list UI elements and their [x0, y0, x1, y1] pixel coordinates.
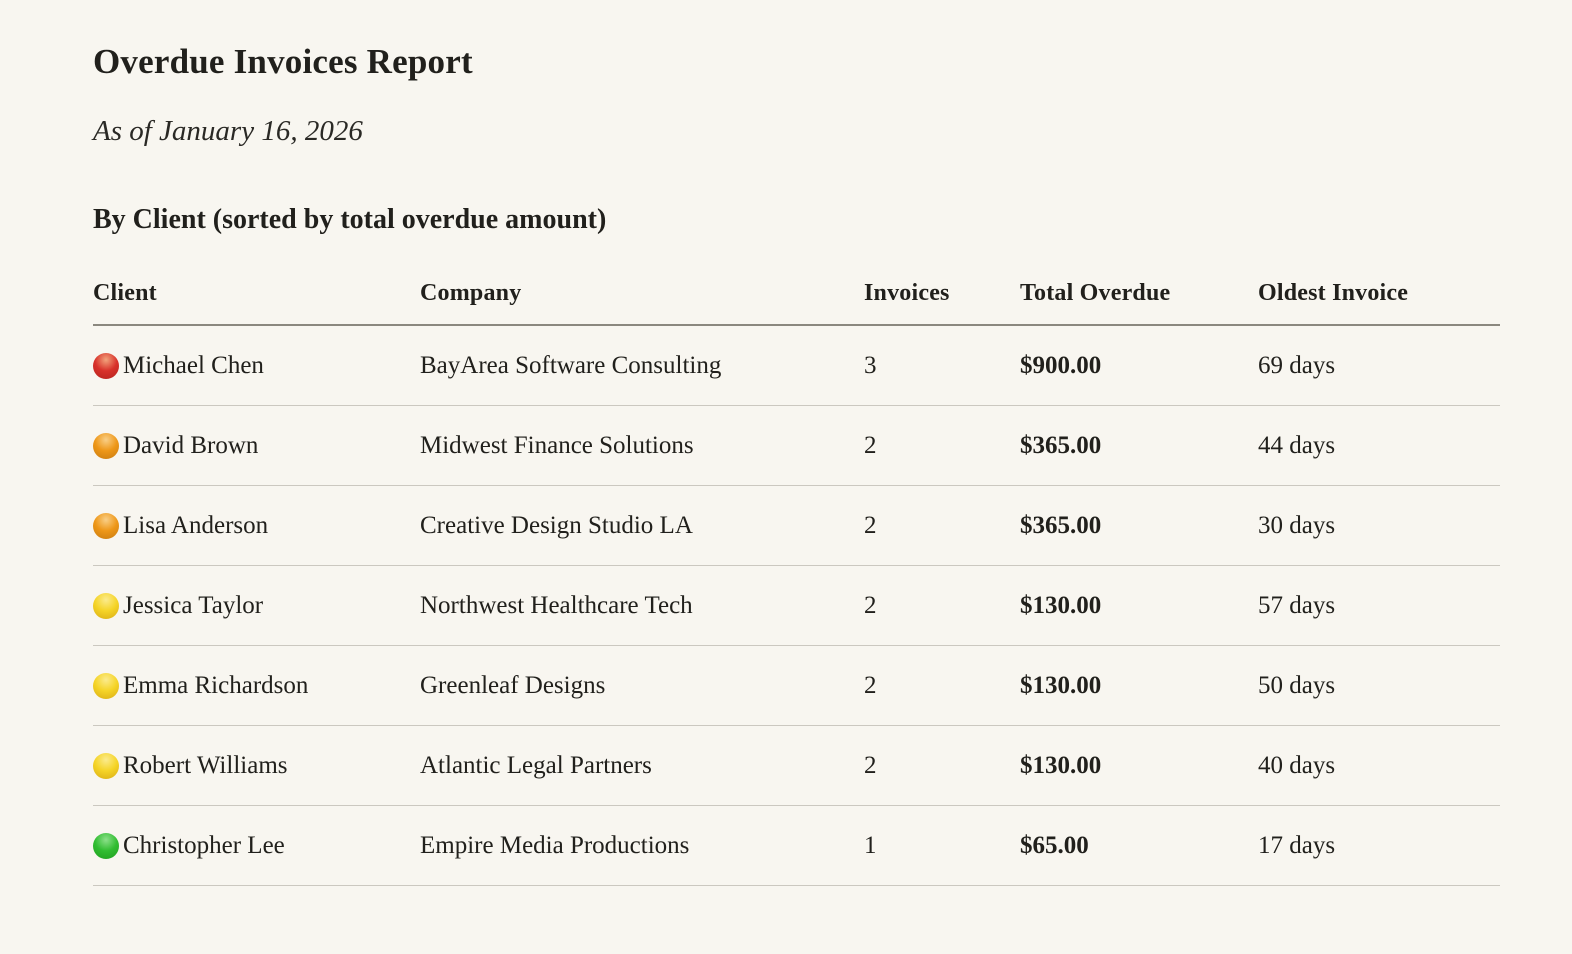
yellow-circle-icon: [93, 592, 119, 619]
total-overdue-amount: $65.00: [1020, 831, 1089, 859]
table-row: David Brown Midwest Finance Solutions 2 …: [93, 406, 1500, 486]
client-cell: David Brown: [93, 432, 420, 460]
company-name: Atlantic Legal Partners: [420, 751, 652, 779]
invoice-count: 2: [864, 751, 877, 779]
company-name: Empire Media Productions: [420, 831, 690, 859]
orange-circle-icon: [93, 432, 119, 459]
oldest-invoice-age: 17 days: [1258, 831, 1336, 859]
total-overdue-amount: $365.00: [1020, 431, 1102, 459]
table-row: Jessica Taylor Northwest Healthcare Tech…: [93, 566, 1500, 646]
client-name: Emma Richardson: [123, 671, 309, 699]
total-overdue-amount: $130.00: [1020, 671, 1102, 699]
invoice-count: 3: [864, 351, 877, 379]
client-cell: Jessica Taylor: [93, 592, 420, 620]
report-date: As of January 16, 2026: [93, 115, 363, 147]
table-row: Robert Williams Atlantic Legal Partners …: [93, 726, 1500, 806]
oldest-invoice-age: 69 days: [1258, 351, 1336, 379]
client-cell: Lisa Anderson: [93, 512, 420, 540]
overdue-clients-table: Client Company Invoices Total Overdue Ol…: [93, 280, 1500, 886]
client-cell: Emma Richardson: [93, 672, 420, 700]
total-overdue-amount: $365.00: [1020, 511, 1102, 539]
client-name: David Brown: [123, 431, 259, 459]
total-overdue-amount: $130.00: [1020, 591, 1102, 619]
green-circle-icon: [93, 832, 119, 859]
red-circle-icon: [93, 352, 119, 379]
client-name: Michael Chen: [123, 351, 264, 379]
report-page: Overdue Invoices Report As of January 16…: [93, 42, 1500, 886]
client-name: Jessica Taylor: [123, 591, 264, 619]
total-overdue-amount: $900.00: [1020, 351, 1102, 379]
table-body: Michael Chen BayArea Software Consulting…: [93, 326, 1500, 886]
invoice-count: 1: [864, 831, 877, 859]
yellow-circle-icon: [93, 752, 119, 779]
section-heading: By Client (sorted by total overdue amoun…: [93, 204, 607, 235]
column-header-total-overdue: Total Overdue: [1020, 280, 1171, 306]
invoice-count: 2: [864, 511, 877, 539]
client-cell: Christopher Lee: [93, 832, 420, 860]
oldest-invoice-age: 40 days: [1258, 751, 1336, 779]
table-row: Lisa Anderson Creative Design Studio LA …: [93, 486, 1500, 566]
oldest-invoice-age: 30 days: [1258, 511, 1336, 539]
company-name: Creative Design Studio LA: [420, 511, 693, 539]
report-title: Overdue Invoices Report: [93, 42, 473, 81]
table-header-row: Client Company Invoices Total Overdue Ol…: [93, 280, 1500, 326]
client-name: Robert Williams: [123, 751, 288, 779]
company-name: Midwest Finance Solutions: [420, 431, 694, 459]
column-header-oldest-invoice: Oldest Invoice: [1258, 280, 1409, 306]
table-row: Christopher Lee Empire Media Productions…: [93, 806, 1500, 886]
orange-circle-icon: [93, 512, 119, 539]
table-row: Emma Richardson Greenleaf Designs 2 $130…: [93, 646, 1500, 726]
client-name: Lisa Anderson: [123, 511, 269, 539]
column-header-invoices: Invoices: [864, 280, 950, 306]
table-row: Michael Chen BayArea Software Consulting…: [93, 326, 1500, 406]
company-name: Northwest Healthcare Tech: [420, 591, 693, 619]
client-name: Christopher Lee: [123, 831, 285, 859]
invoice-count: 2: [864, 591, 877, 619]
invoice-count: 2: [864, 671, 877, 699]
column-header-client: Client: [93, 280, 157, 306]
oldest-invoice-age: 44 days: [1258, 431, 1336, 459]
oldest-invoice-age: 50 days: [1258, 671, 1336, 699]
yellow-circle-icon: [93, 672, 119, 699]
total-overdue-amount: $130.00: [1020, 751, 1102, 779]
invoice-count: 2: [864, 431, 877, 459]
company-name: Greenleaf Designs: [420, 671, 606, 699]
oldest-invoice-age: 57 days: [1258, 591, 1336, 619]
column-header-company: Company: [420, 280, 522, 306]
client-cell: Robert Williams: [93, 752, 420, 780]
company-name: BayArea Software Consulting: [420, 351, 722, 379]
client-cell: Michael Chen: [93, 352, 420, 380]
